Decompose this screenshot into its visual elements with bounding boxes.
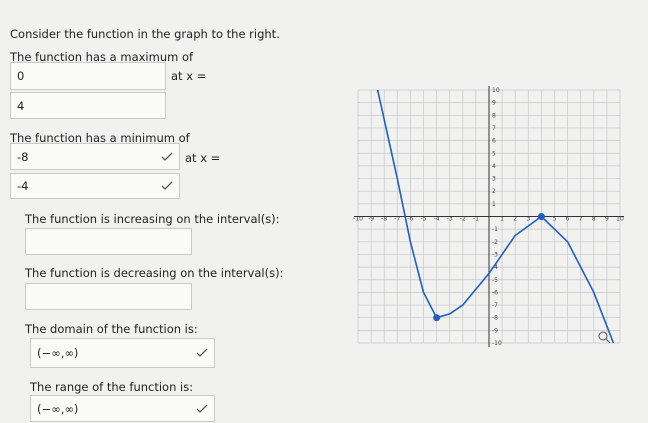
label: at x =	[171, 69, 207, 83]
curve	[376, 89, 615, 344]
x-tick-label: -1	[473, 216, 479, 223]
y-tick-label: -2	[492, 239, 498, 246]
question: The range of the function is:	[30, 380, 194, 394]
x-tick-label: 5	[553, 216, 557, 223]
y-tick-label: 4	[492, 163, 496, 170]
answer: (−∞,∞)	[37, 346, 79, 360]
y-tick-label: -1	[492, 226, 498, 233]
question: The function has a maximum of	[10, 50, 194, 64]
answer-box[interactable]: (−∞,∞)	[30, 338, 215, 368]
x-tick-label: 3	[526, 216, 530, 223]
y-tick-label: -7	[492, 302, 498, 309]
x-tick-label: -6	[407, 216, 413, 223]
maximum-point	[537, 213, 545, 220]
answer-box[interactable]	[25, 228, 192, 255]
y-tick-label: -4	[492, 264, 498, 271]
y-tick-label: -9	[492, 327, 498, 334]
x-tick-label: 9	[605, 216, 609, 223]
y-tick-label: 10	[492, 87, 500, 94]
x-tick-label: 7	[579, 216, 583, 223]
question: The domain of the function is:	[25, 322, 198, 336]
answer-box[interactable]	[25, 283, 192, 310]
answer: 0	[17, 69, 25, 83]
y-tick-label: 3	[492, 176, 496, 183]
y-tick-label: -8	[492, 315, 498, 322]
x-tick-label: -5	[421, 216, 427, 223]
answer: -4	[17, 179, 29, 193]
x-tick-label: 2	[513, 216, 517, 223]
question: The function has a minimum of	[10, 131, 190, 145]
x-tick-label: -7	[394, 216, 400, 223]
answer-box[interactable]: 0	[10, 62, 166, 90]
x-tick-label: -9	[368, 216, 374, 223]
x-tick-label: 1	[500, 216, 504, 223]
answer-box[interactable]: (−∞,∞)	[30, 395, 215, 422]
y-tick-label: 7	[492, 125, 496, 132]
x-tick-label: -2	[460, 216, 466, 223]
y-tick-label: 8	[492, 112, 496, 119]
check-icon	[196, 348, 208, 357]
check-icon	[161, 152, 173, 161]
intro: Consider the function in the graph to th…	[10, 27, 280, 41]
question: The function is decreasing on the interv…	[25, 266, 284, 280]
y-tick-label: 5	[492, 150, 496, 157]
y-tick-label: -10	[492, 340, 502, 347]
answer: -8	[17, 149, 29, 164]
question: The function is increasing on the interv…	[25, 212, 280, 226]
minimum-point	[433, 314, 441, 322]
y-tick-label: 2	[492, 188, 496, 195]
answer-box[interactable]: -4	[10, 173, 180, 199]
x-tick-label: -8	[381, 216, 387, 223]
x-tick-label: 10	[616, 216, 624, 223]
y-tick-label: -5	[492, 277, 498, 284]
x-tick-label: 8	[592, 216, 596, 223]
y-tick-label: 6	[492, 138, 496, 145]
check-icon	[161, 181, 173, 190]
check-icon	[196, 404, 208, 413]
label: at x =	[185, 151, 221, 165]
answer: 4	[17, 98, 25, 113]
y-tick-label: -6	[492, 289, 498, 296]
zoom-icon	[598, 331, 611, 344]
x-tick-label: -3	[447, 216, 453, 223]
y-tick-label: -3	[492, 251, 498, 258]
answer: (−∞,∞)	[37, 401, 79, 416]
x-tick-label: 6	[566, 216, 570, 223]
x-tick-label: -10	[353, 216, 363, 223]
answer-box[interactable]: 4	[10, 92, 166, 119]
y-tick-label: 9	[492, 100, 496, 107]
x-tick-label: -4	[434, 216, 440, 223]
answer-box[interactable]: -8	[10, 143, 180, 170]
y-tick-label: 1	[492, 201, 496, 208]
